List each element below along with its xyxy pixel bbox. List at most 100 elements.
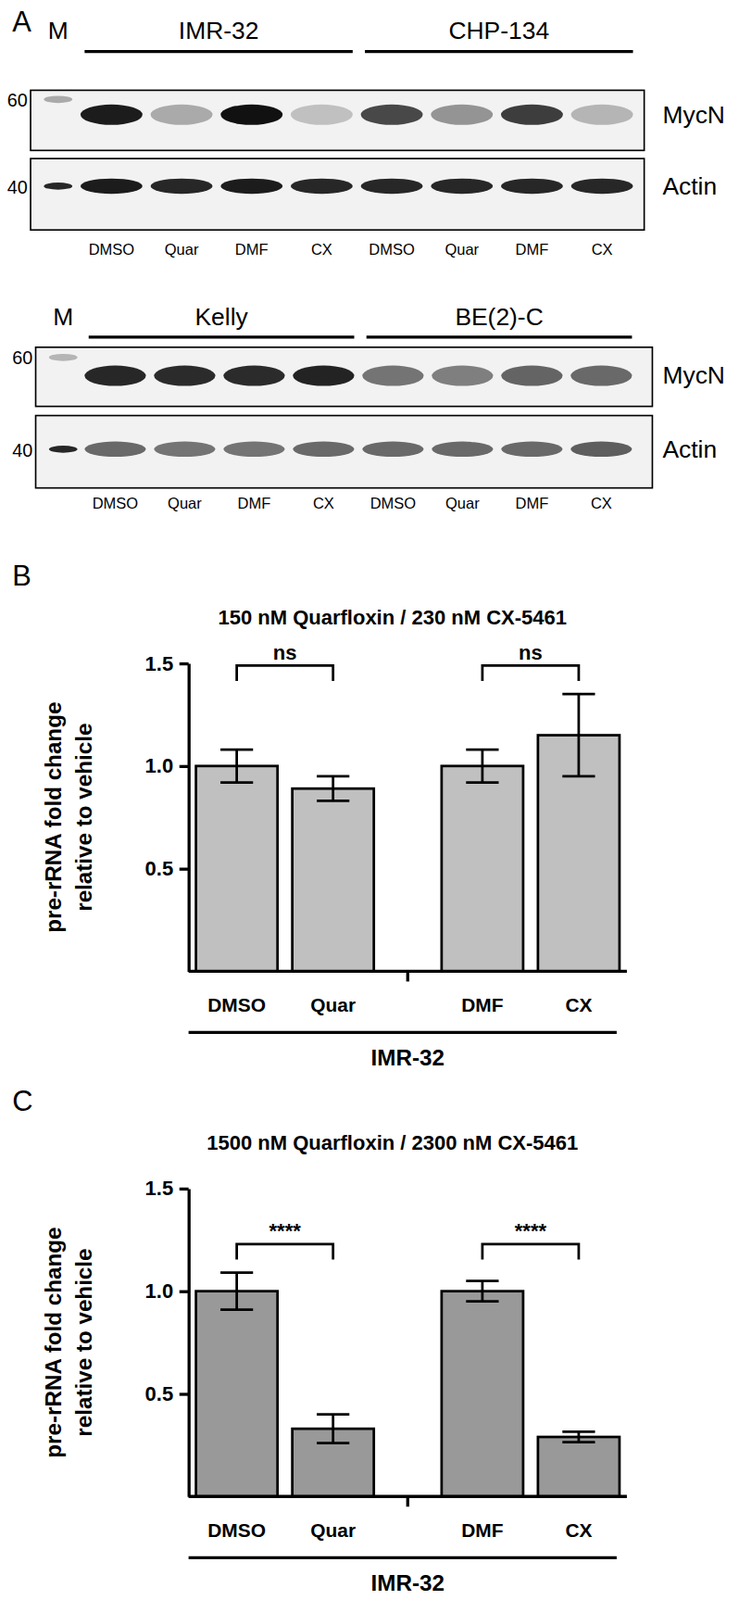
error-bar [316, 1414, 350, 1443]
band [292, 441, 354, 458]
group-line [188, 1555, 617, 1559]
band [290, 178, 353, 195]
bar-chart: C1500 nM Quarfloxin / 2300 nM CX-54610.5… [12, 1084, 627, 1594]
y-tick-mark [179, 1290, 189, 1293]
group-divider [406, 1495, 410, 1506]
error-cap [465, 780, 499, 784]
y-axis-title: relative to vehicle [71, 723, 97, 912]
bar [441, 765, 524, 972]
error-cap [465, 1278, 499, 1282]
lane-label: DMSO [370, 494, 417, 512]
error-cap [220, 748, 253, 752]
band [431, 365, 493, 387]
y-tick-label: 0.5 [145, 856, 175, 880]
y-axis: 0.5 1.0 1.5 [145, 651, 190, 972]
band [362, 441, 424, 458]
y-tick: 0.5 [145, 856, 189, 880]
band [501, 178, 564, 195]
lane-label: Quar [167, 494, 202, 512]
x-tick-label: CX [564, 993, 592, 1015]
x-tick-label: DMF [461, 1518, 503, 1541]
error-cap [562, 692, 595, 696]
lane-label: DMF [515, 240, 550, 258]
significance-bracket [237, 664, 334, 681]
x-tick-label: DMF [461, 993, 503, 1015]
y-tick-mark [179, 867, 189, 871]
band [84, 441, 146, 458]
y-axis-title: pre-rRNA fold change [40, 701, 66, 933]
y-axis-line [187, 663, 191, 972]
lane-label: DMF [235, 240, 269, 258]
y-tick: 1.0 [145, 753, 189, 777]
band [430, 178, 493, 195]
band [501, 104, 564, 126]
error-bar [316, 776, 350, 802]
band [431, 441, 493, 458]
significance-bracket [237, 1243, 334, 1260]
y-tick: 1.0 [145, 1278, 189, 1303]
size-label: 60 [12, 348, 33, 369]
band [150, 104, 213, 126]
band [570, 441, 632, 458]
y-tick-label: 0.5 [145, 1381, 175, 1405]
row-label: Actin [662, 435, 717, 464]
band [362, 365, 424, 387]
size-label: 40 [12, 439, 33, 461]
group-line [364, 50, 633, 53]
x-tick-label: DMSO [207, 1518, 266, 1541]
significance-bracket [482, 1243, 579, 1260]
significance-bracket [482, 664, 579, 681]
error-cap [465, 1299, 499, 1303]
marker-band [49, 445, 78, 453]
panel-label: B [12, 559, 32, 592]
band [220, 178, 283, 195]
marker-band [49, 353, 78, 362]
error-cap [465, 748, 499, 752]
significance-label: ns [518, 640, 543, 664]
error-bar [465, 749, 499, 782]
error-stem [481, 749, 485, 782]
band [361, 104, 424, 126]
lane-label: DMSO [368, 240, 415, 258]
error-stem [235, 1272, 238, 1310]
group-line [88, 335, 355, 339]
lane-label: Quar [444, 240, 479, 258]
error-cap [562, 1440, 595, 1443]
size-label: 60 [7, 89, 28, 111]
error-stem [331, 1414, 335, 1443]
y-tick: 1.5 [145, 651, 189, 676]
x-tick-label: CX [564, 1518, 592, 1541]
blot-panel [30, 158, 645, 230]
x-tick-label: DMSO [207, 993, 266, 1015]
bar [441, 1290, 524, 1497]
marker-band [43, 95, 73, 103]
bar [196, 765, 278, 972]
bar [538, 1436, 620, 1496]
band [220, 104, 283, 126]
group-line [84, 50, 352, 53]
group-line [366, 335, 633, 339]
lane-label: DMF [237, 494, 272, 512]
group-line [188, 1030, 617, 1034]
group-label: IMR-32 [371, 1044, 445, 1070]
error-cap [316, 1440, 350, 1444]
error-bar [465, 1280, 499, 1302]
title: 150 nM Quarfloxin / 230 nM CX-5461 [217, 605, 567, 629]
error-stem [577, 1430, 581, 1441]
band [571, 178, 634, 195]
plot-area [196, 693, 620, 971]
band [571, 104, 634, 126]
band [361, 178, 424, 195]
y-axis: 0.51.01.5 [145, 1176, 190, 1496]
y-tick-label: 1.5 [145, 651, 175, 676]
row-label: MycN [662, 361, 725, 389]
band [80, 104, 143, 126]
y-axis-title: pre-rRNA fold change [40, 1226, 66, 1457]
band [290, 104, 353, 126]
error-stem [331, 776, 335, 802]
figure: AMIMR-32CHP-13460MycN40ActinDMSOQuarDMFC… [0, 0, 739, 1600]
x-tick-label: Quar [310, 1518, 356, 1541]
significance-label: ns [273, 640, 298, 664]
y-tick: 0.5 [145, 1381, 189, 1405]
row-label: MycN [662, 100, 725, 129]
